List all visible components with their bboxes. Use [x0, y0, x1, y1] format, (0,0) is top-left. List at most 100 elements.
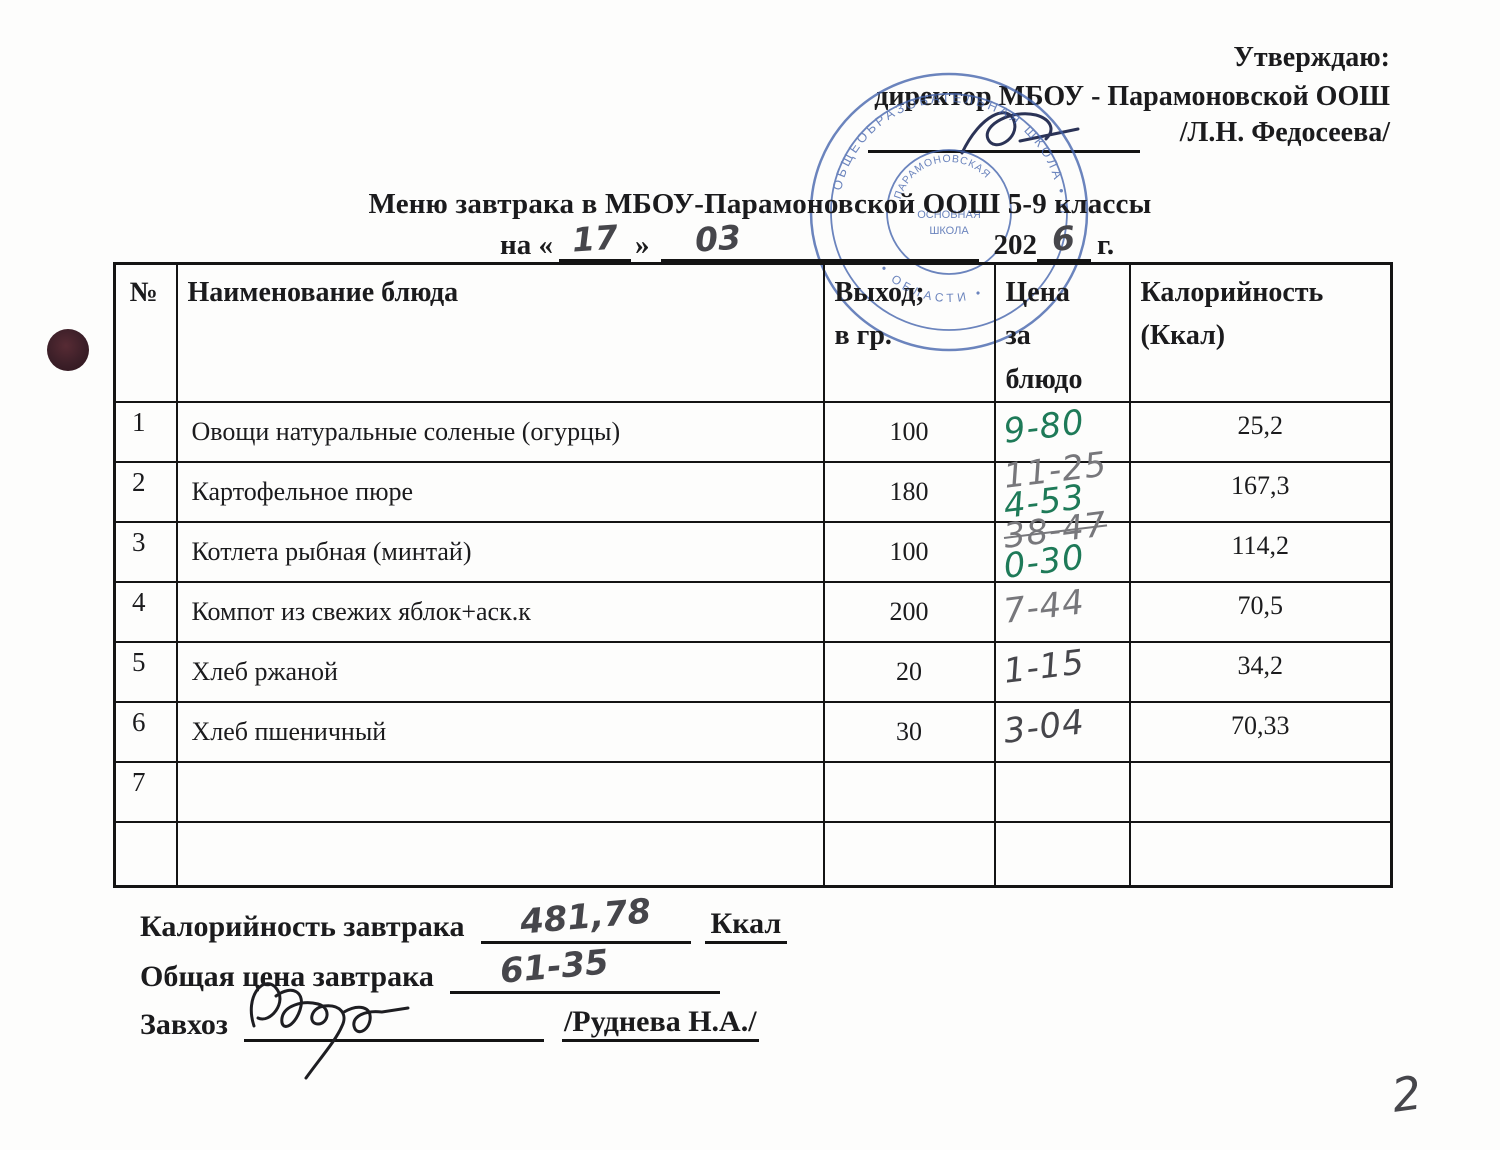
price-handwritten: 1-15	[1000, 641, 1087, 692]
col-header-price-l3: блюдо	[1005, 363, 1083, 395]
date-month-blank: 03	[661, 217, 980, 262]
col-header-output-l2: в гр.	[834, 320, 892, 352]
zavhoz-signature	[249, 982, 410, 1080]
footer-kcal-label: Калорийность завтрака	[140, 910, 465, 943]
footer-zavhoz-signature-blank	[243, 1000, 544, 1042]
price-handwritten-cell	[993, 761, 1131, 824]
footer-kcal-unit: Ккал	[704, 907, 788, 944]
kcal-value: 70,5	[1128, 581, 1393, 644]
output-grams: 200	[822, 581, 996, 644]
approval-label: Утверждаю:	[1233, 42, 1390, 73]
page-number: 2	[1388, 1065, 1425, 1123]
dish-name	[175, 821, 825, 888]
kcal-value: 34,2	[1128, 641, 1393, 704]
kcal-value	[1128, 761, 1393, 824]
col-header-price-l2: за	[1005, 320, 1031, 352]
col-header-dish: Наименование блюда	[175, 262, 825, 404]
row-number	[113, 821, 178, 888]
output-grams: 100	[822, 521, 996, 584]
col-header-output: Выход; в гр.	[822, 262, 996, 404]
kcal-value	[1128, 821, 1393, 888]
footer-price-blank: 61-35	[449, 942, 720, 994]
col-header-output-l1: Выход;	[834, 277, 925, 308]
col-header-price: Цена за блюдо	[993, 262, 1131, 404]
director-signature-line	[868, 150, 1140, 153]
row-number: 4	[113, 581, 178, 644]
price-corrected-handwritten: 0-30	[1000, 536, 1087, 587]
output-grams: 180	[822, 461, 996, 524]
footer-price-line: Общая цена завтрака 61-35	[140, 942, 720, 994]
footer-kcal-blank: 481,78	[480, 891, 691, 944]
date-month-handwritten: 03	[694, 217, 743, 260]
table-row: 5 Хлеб ржаной 20 1-15 34,2	[113, 641, 1393, 704]
row-number: 2	[113, 461, 178, 524]
stamp-center-line3: ШКОЛА	[929, 225, 969, 237]
table-row: 1 Овощи натуральные соленые (огурцы) 100…	[113, 401, 1393, 464]
hole-punch-mark	[47, 329, 89, 371]
date-prefix: на «	[500, 229, 553, 261]
price-handwritten-cell	[993, 821, 1131, 888]
footer-price-value-handwritten: 61-35	[498, 942, 611, 992]
row-number: 6	[113, 701, 178, 764]
kcal-value: 70,33	[1128, 701, 1393, 764]
col-header-kcal: Калорийность (Ккал)	[1128, 262, 1393, 404]
price-handwritten: 9-80	[1000, 401, 1087, 452]
date-suffix: г.	[1096, 229, 1115, 261]
kcal-value: 167,3	[1128, 461, 1393, 524]
footer-kcal-value-handwritten: 481,78	[518, 891, 653, 943]
output-grams: 30	[822, 701, 996, 764]
price-handwritten: 3-04	[1000, 701, 1087, 752]
table-row: 6 Хлеб пшеничный 30 3-04 70,33	[113, 701, 1393, 764]
date-day-handwritten: 17	[570, 217, 620, 260]
row-number: 7	[113, 761, 178, 824]
dish-name	[175, 761, 825, 824]
output-grams	[822, 821, 996, 888]
footer-zavhoz-name: /Руднева Н.А./	[561, 1005, 759, 1042]
output-grams: 100	[822, 401, 996, 464]
table-row: 7	[113, 761, 1393, 824]
date-year-printed: 202	[993, 229, 1037, 261]
dish-name: Овощи натуральные соленые (огурцы)	[175, 401, 825, 464]
document-title: Меню завтрака в МБОУ-Парамоновской ООШ 5…	[368, 188, 1152, 220]
table-row: 3 Котлета рыбная (минтай) 100 38-47 0-30 …	[113, 504, 1393, 587]
dish-name: Хлеб пшеничный	[175, 701, 825, 764]
footer-price-label: Общая цена завтрака	[140, 960, 434, 993]
dish-name: Картофельное пюре	[175, 461, 825, 524]
kcal-value: 25,2	[1128, 401, 1393, 464]
dish-name: Компот из свежих яблок+аск.к	[175, 581, 825, 644]
table-row	[113, 821, 1393, 888]
dish-name: Хлеб ржаной	[175, 641, 825, 704]
stamp-center-line2: ОСНОВНАЯ	[917, 209, 981, 221]
col-header-price-l1: Цена	[1005, 277, 1070, 308]
price-handwritten-cell: 7-44	[993, 581, 1131, 644]
price-handwritten-cell: 9-80	[993, 401, 1131, 464]
price-handwritten-cell: 3-04	[993, 701, 1131, 764]
table-row: 2 Картофельное пюре 180 11-25 4-53 167,3	[113, 444, 1393, 527]
row-number: 1	[113, 401, 178, 464]
col-header-kcal-l1: Калорийность	[1140, 277, 1324, 308]
price-handwritten-cell: 11-25 4-53	[993, 444, 1131, 527]
kcal-value: 114,2	[1128, 521, 1393, 584]
output-grams: 20	[822, 641, 996, 704]
menu-table: № Наименование блюда Выход; в гр. Цена за б…	[113, 262, 1393, 888]
footer-zavhoz-label: Завхоз	[140, 1008, 228, 1041]
col-header-kcal-l2: (Ккал)	[1140, 320, 1226, 352]
row-number: 5	[113, 641, 178, 704]
price-handwritten: 7-44	[1000, 581, 1087, 632]
date-year-handwritten: 6	[1051, 218, 1077, 259]
price-handwritten-cell: 1-15	[993, 641, 1131, 704]
footer-kcal-line: Калорийность завтрака 481,78 Ккал	[140, 891, 788, 944]
output-grams	[822, 761, 996, 824]
director-signature	[960, 111, 1080, 155]
table-row: 4 Компот из свежих яблок+аск.к 200 7-44 …	[113, 581, 1393, 644]
approval-director-name: /Л.Н. Федосеева/	[1179, 117, 1390, 148]
page-number-handwritten: 2	[1388, 1065, 1425, 1123]
table-header-row: № Наименование блюда Выход; в гр. Цена за б…	[113, 262, 1393, 404]
row-number: 3	[113, 521, 178, 584]
dish-name: Котлета рыбная (минтай)	[175, 521, 825, 584]
approval-director-line: директор МБОУ - Парамоновской ООШ	[874, 81, 1390, 112]
date-close-quote: »	[634, 229, 650, 261]
date-day-blank: 17	[558, 217, 631, 262]
date-line: на « 17 » 03 202 6 г.	[500, 217, 1115, 262]
